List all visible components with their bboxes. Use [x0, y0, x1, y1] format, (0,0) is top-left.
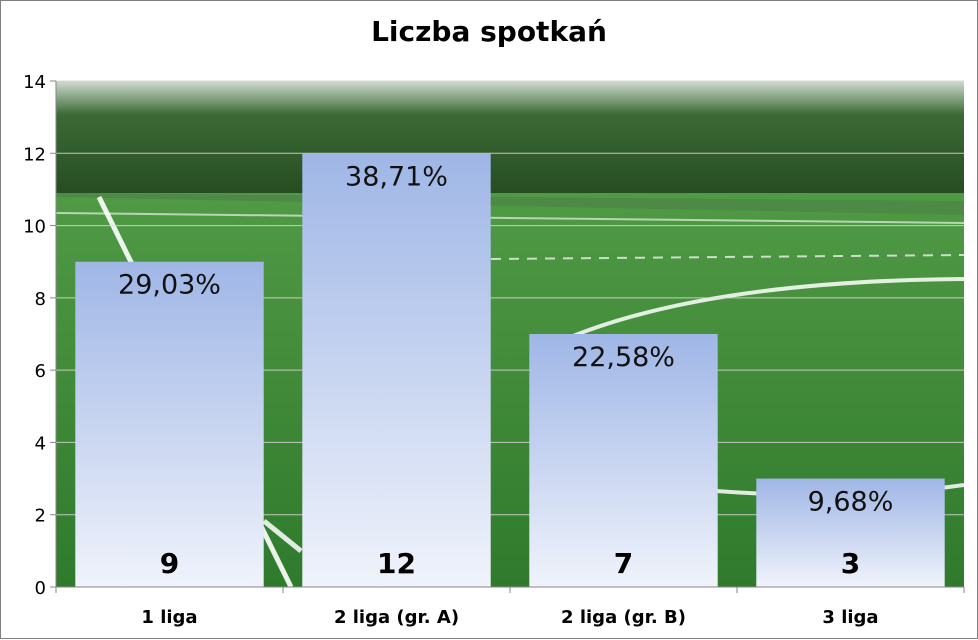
y-tick-label: 6 [35, 361, 46, 382]
bar-percent-label: 9,68% [808, 487, 894, 518]
y-tick-label: 12 [23, 144, 46, 165]
bar-value-label: 9 [160, 547, 179, 580]
bar-value-label: 3 [841, 547, 860, 580]
bar [756, 478, 945, 587]
bar-percent-label: 29,03% [118, 270, 221, 301]
bar-value-label: 12 [377, 547, 416, 580]
chart-title: Liczba spotkań [371, 15, 607, 48]
y-tick-label: 2 [35, 506, 46, 527]
y-tick-label: 10 [23, 217, 46, 238]
x-tick-label: 2 liga (gr. A) [334, 607, 459, 628]
bar [75, 261, 264, 587]
y-axis: 0 2 4 6 8 10 12 14 [23, 72, 57, 599]
y-tick-label: 14 [23, 72, 46, 93]
y-tick-label: 4 [35, 433, 46, 454]
y-tick-label: 0 [35, 578, 46, 599]
x-tick-label: 3 liga [822, 607, 878, 628]
bar-percent-label: 22,58% [572, 342, 675, 373]
x-axis: 1 liga 2 liga (gr. A) 2 liga (gr. B) 3 liga [55, 586, 965, 628]
bar [529, 334, 718, 587]
x-tick-label: 2 liga (gr. B) [561, 607, 686, 628]
bar-percent-label: 38,71% [345, 161, 448, 192]
bar [302, 153, 491, 588]
y-tick-label: 8 [35, 289, 46, 310]
x-tick-label: 1 liga [141, 607, 197, 628]
bar-value-label: 7 [614, 547, 633, 580]
bars: 29,03% 9 38,71% 12 22,58% 7 9,68% 3 [75, 153, 945, 588]
